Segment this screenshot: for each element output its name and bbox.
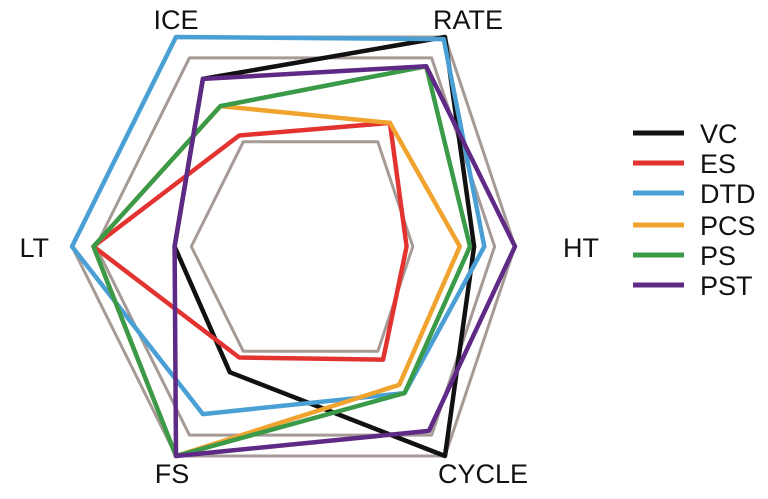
legend-label-vc: VC bbox=[700, 119, 738, 149]
axis-label-cycle: CYCLE bbox=[438, 459, 528, 489]
legend-label-ps: PS bbox=[700, 241, 736, 271]
axis-label-rate: RATE bbox=[433, 5, 503, 35]
legend-label-pcs: PCS bbox=[700, 211, 756, 241]
legend-label-dtd: DTD bbox=[700, 179, 756, 209]
legend-label-es: ES bbox=[700, 149, 736, 179]
axis-label-lt: LT bbox=[19, 233, 49, 263]
axis-label-fs: FS bbox=[155, 459, 190, 489]
axis-labels: ICE RATE HT CYCLE FS LT bbox=[19, 5, 599, 489]
axis-label-ht: HT bbox=[563, 233, 599, 263]
legend: VC ES DTD PCS PS PST bbox=[633, 119, 756, 301]
legend-item-pst: PST bbox=[633, 271, 753, 301]
series-vc bbox=[172, 34, 477, 459]
grid-ring-1 bbox=[189, 140, 415, 353]
axis-label-ice: ICE bbox=[153, 5, 198, 35]
legend-item-pcs: PCS bbox=[633, 211, 756, 241]
series-pst bbox=[172, 64, 518, 459]
legend-item-vc: VC bbox=[633, 119, 738, 149]
series-ps bbox=[91, 64, 473, 459]
legend-label-pst: PST bbox=[700, 271, 753, 301]
series-polygons bbox=[69, 34, 518, 459]
legend-item-es: ES bbox=[633, 149, 736, 179]
legend-item-dtd: DTD bbox=[633, 179, 756, 209]
legend-item-ps: PS bbox=[633, 241, 736, 271]
